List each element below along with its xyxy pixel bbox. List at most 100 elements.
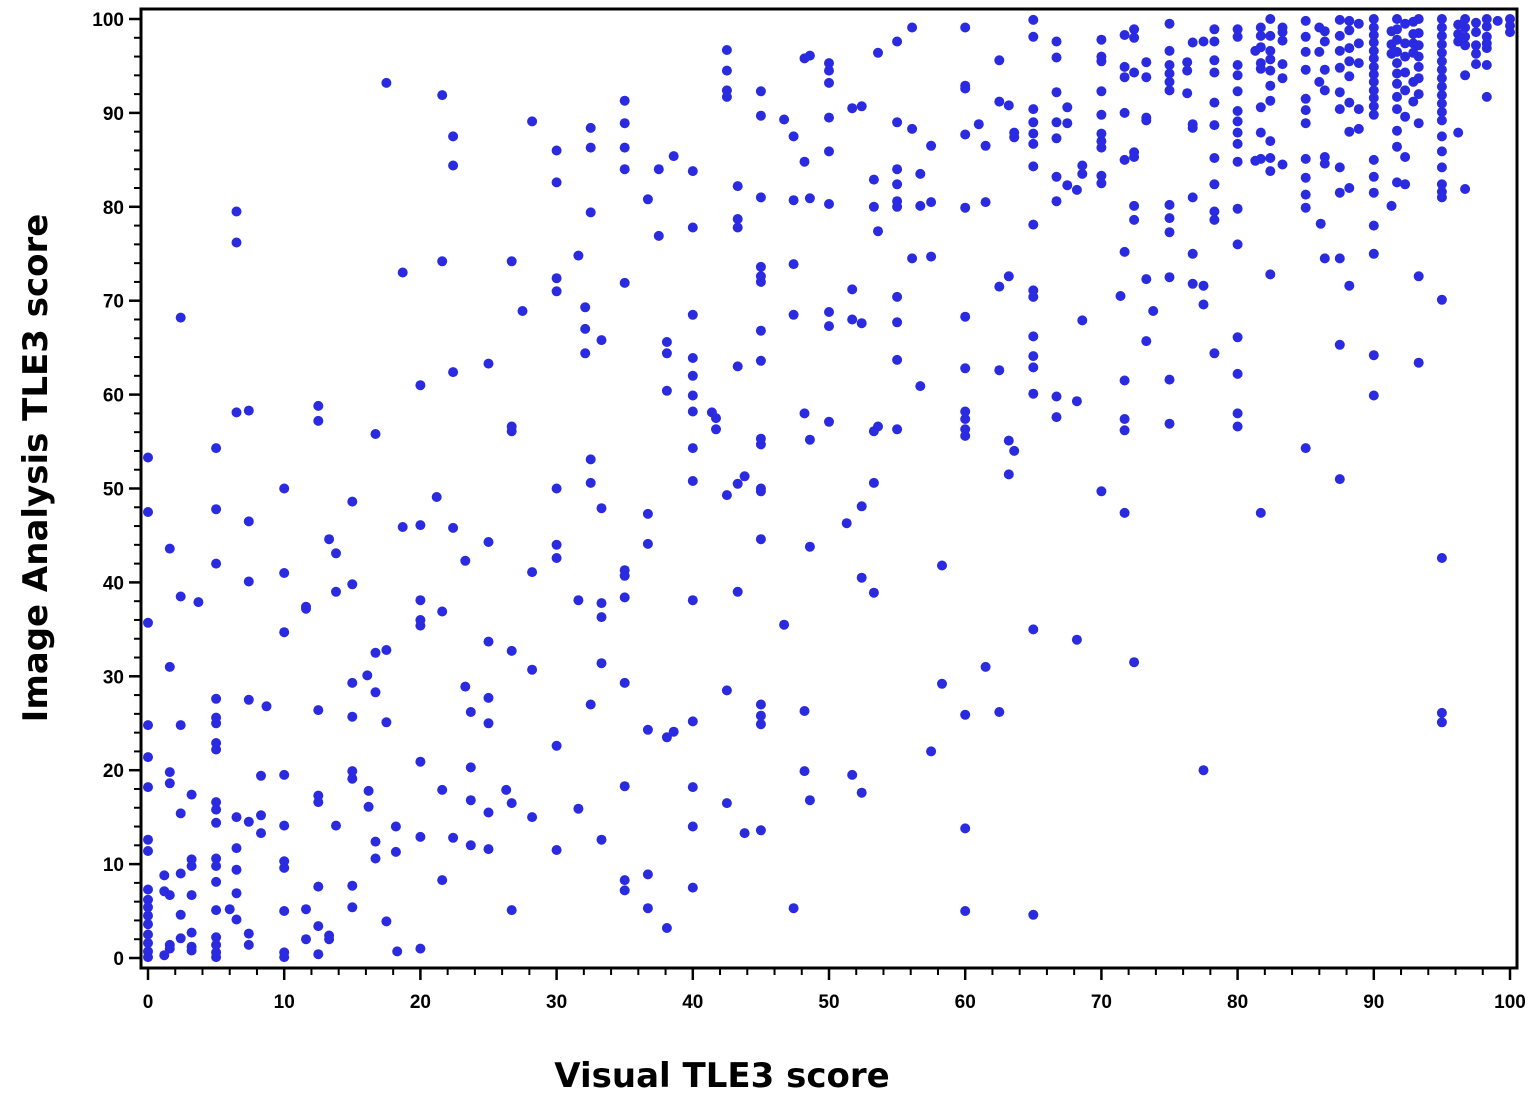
data-point: [721, 91, 732, 102]
data-point: [1028, 128, 1039, 139]
data-point: [164, 943, 175, 954]
data-point: [527, 567, 538, 578]
data-point: [143, 846, 153, 856]
data-point: [1300, 189, 1311, 200]
data-point: [1096, 170, 1107, 181]
data-point: [143, 929, 153, 940]
data-point: [824, 65, 834, 76]
data-point: [1368, 14, 1379, 24]
data-point: [1028, 388, 1039, 399]
data-point: [313, 400, 324, 411]
data-point: [143, 919, 153, 930]
data-point: [1319, 64, 1330, 75]
data-point: [960, 906, 971, 916]
data-point: [1386, 200, 1397, 211]
data-point: [1129, 657, 1140, 668]
data-point: [159, 950, 170, 961]
data-point: [279, 483, 290, 494]
data-point: [483, 718, 494, 729]
data-point: [551, 553, 562, 563]
data-point: [1051, 171, 1062, 182]
y-tick-label: 0: [113, 949, 124, 970]
y-axis-ticks: 0 10 20 30 40 50 60 70 80 90 100: [92, 10, 141, 970]
data-point: [1265, 14, 1276, 24]
data-point: [1436, 162, 1447, 173]
data-point: [390, 821, 401, 832]
data-point: [1436, 131, 1447, 142]
data-point: [1129, 32, 1140, 43]
data-point: [1300, 46, 1311, 57]
data-point: [211, 693, 222, 704]
data-point: [960, 80, 971, 91]
data-point: [847, 284, 858, 295]
data-point: [1232, 31, 1243, 42]
data-point: [755, 325, 766, 336]
data-point: [1255, 42, 1266, 53]
data-point: [143, 617, 153, 628]
data-point: [1096, 109, 1107, 120]
data-point: [1400, 85, 1411, 96]
data-point: [211, 504, 222, 515]
data-point: [483, 844, 494, 855]
data-point: [1129, 152, 1140, 162]
data-point: [1368, 154, 1379, 165]
data-point: [892, 36, 903, 47]
data-point: [619, 570, 630, 581]
data-point: [415, 831, 426, 842]
data-point: [1119, 375, 1130, 386]
y-tick-label: 60: [103, 386, 124, 407]
data-point: [824, 58, 834, 69]
data-point: [1209, 67, 1220, 78]
data-point: [231, 914, 242, 925]
data-point: [1051, 412, 1062, 423]
data-point: [1400, 111, 1411, 122]
data-point: [1344, 183, 1355, 193]
data-point: [1319, 85, 1330, 96]
data-point: [1413, 51, 1424, 62]
data-point: [596, 834, 607, 845]
data-point: [661, 348, 672, 359]
data-point: [926, 140, 937, 151]
data-point: [1164, 45, 1175, 56]
data-point: [506, 798, 517, 809]
data-point: [164, 778, 175, 789]
data-point: [1182, 65, 1193, 76]
data-point: [1436, 81, 1447, 92]
data-point: [596, 612, 607, 623]
data-point: [1319, 158, 1330, 169]
data-point: [143, 752, 153, 763]
data-point: [892, 201, 903, 212]
data-point: [1096, 486, 1107, 497]
data-point: [1392, 78, 1402, 89]
data-point: [1119, 72, 1130, 83]
data-point: [1028, 362, 1039, 373]
data-point: [755, 534, 766, 545]
data-point: [1255, 63, 1266, 74]
data-point: [506, 905, 517, 916]
data-point: [1028, 909, 1039, 920]
data-point: [653, 230, 664, 241]
data-point: [1096, 56, 1107, 67]
data-point: [915, 381, 926, 392]
data-point: [313, 415, 324, 426]
y-tick-label: 10: [103, 855, 124, 876]
data-point: [143, 507, 153, 517]
data-point: [1232, 203, 1243, 214]
data-point: [1344, 15, 1355, 26]
data-point: [448, 832, 459, 843]
data-point: [483, 636, 494, 647]
data-point: [1232, 70, 1243, 81]
data-point: [313, 949, 324, 960]
data-point: [1255, 507, 1266, 518]
data-point: [256, 828, 266, 839]
data-point: [211, 744, 222, 755]
data-point: [1265, 136, 1276, 147]
data-point: [1353, 38, 1364, 49]
data-point: [1209, 55, 1220, 66]
data-point: [1077, 315, 1088, 326]
data-point: [465, 707, 476, 717]
data-point: [687, 882, 698, 893]
data-point: [1300, 105, 1311, 116]
data-point: [1232, 332, 1243, 343]
data-point: [856, 101, 867, 112]
